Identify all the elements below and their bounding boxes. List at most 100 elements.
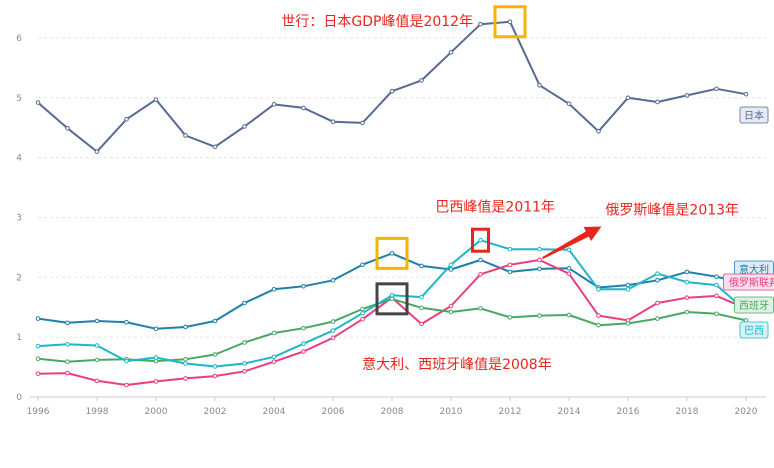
series-line-西班牙 <box>37 297 747 363</box>
data-point-日本 <box>419 78 424 83</box>
data-point-日本 <box>153 97 159 102</box>
data-point-巴西 <box>478 237 483 243</box>
data-point-俄罗斯联邦 <box>330 335 336 341</box>
series-tag-label: 俄罗斯联邦 <box>729 276 774 289</box>
y-tick-label: 0 <box>16 393 22 403</box>
data-point-西班牙 <box>684 309 690 315</box>
data-point-日本 <box>301 105 306 111</box>
data-point-意大利 <box>360 262 365 268</box>
data-point-意大利 <box>35 316 41 321</box>
data-point-俄罗斯联邦 <box>153 379 159 384</box>
data-point-意大利 <box>212 318 218 324</box>
data-point-俄罗斯联邦 <box>65 370 70 376</box>
data-point-意大利 <box>124 319 129 325</box>
data-point-巴西 <box>360 310 365 316</box>
data-point-巴西 <box>301 341 306 347</box>
data-point-日本 <box>65 125 70 131</box>
data-point-西班牙 <box>301 325 306 331</box>
data-point-巴西 <box>242 361 247 366</box>
data-point-日本 <box>35 100 41 105</box>
y-tick-label: 2 <box>16 273 22 283</box>
data-point-俄罗斯联邦 <box>566 271 572 277</box>
data-point-西班牙 <box>183 356 188 362</box>
series-tag-label: 西班牙 <box>739 300 769 312</box>
data-point-西班牙 <box>360 306 365 312</box>
x-tick-label: 2008 <box>381 407 404 417</box>
data-point-俄罗斯联邦 <box>212 373 218 379</box>
y-tick-label: 4 <box>16 154 22 164</box>
data-point-巴西 <box>684 279 690 285</box>
highlight-box <box>375 282 409 316</box>
data-point-俄罗斯联邦 <box>124 382 129 388</box>
data-point-日本 <box>360 120 365 126</box>
data-point-俄罗斯联邦 <box>242 368 247 374</box>
data-point-意大利 <box>566 266 572 271</box>
data-point-西班牙 <box>389 296 395 302</box>
annotation-text: 俄罗斯峰值是2013年 <box>605 202 739 218</box>
data-point-西班牙 <box>478 306 483 311</box>
data-point-西班牙 <box>507 315 513 320</box>
data-point-俄罗斯联邦 <box>301 349 306 354</box>
annotation-text: 世行：日本GDP峰值是2012年 <box>281 14 473 30</box>
series-line-意大利 <box>37 252 747 330</box>
x-tick-label: 1996 <box>27 407 50 417</box>
x-tick-label: 2010 <box>440 407 463 417</box>
data-point-日本 <box>271 102 277 107</box>
data-point-俄罗斯联邦 <box>478 272 483 277</box>
data-point-俄罗斯联邦 <box>419 321 424 327</box>
axes: 0 1 2 3 4 5 6 1996 1998 2000 2002 2004 2006 2008 2010 2… <box>16 34 766 417</box>
highlight-box <box>493 5 527 39</box>
data-point-西班牙 <box>330 319 336 324</box>
data-point-巴西 <box>65 342 70 347</box>
data-point-西班牙 <box>94 357 100 363</box>
data-point-巴西 <box>94 343 100 348</box>
data-point-俄罗斯联邦 <box>35 371 41 376</box>
grid <box>38 37 766 338</box>
data-point-俄罗斯联邦 <box>596 313 601 318</box>
annotation-text: 意大利、西班牙峰值是2008年 <box>362 356 552 373</box>
data-point-西班牙 <box>419 305 424 311</box>
data-point-巴西 <box>330 328 336 333</box>
data-point-日本 <box>94 149 100 154</box>
data-point-日本 <box>684 93 690 98</box>
data-point-巴西 <box>35 343 41 349</box>
annotation-text: 巴西峰值是2011年 <box>435 199 555 215</box>
x-tick-label: 2016 <box>617 407 640 417</box>
data-point-西班牙 <box>242 340 247 345</box>
data-point-西班牙 <box>65 359 70 364</box>
y-tick-label: 1 <box>16 333 22 343</box>
highlight-box <box>471 227 490 253</box>
data-point-西班牙 <box>212 352 218 357</box>
data-point-俄罗斯联邦 <box>537 257 542 263</box>
x-tick-label: 2012 <box>499 407 522 417</box>
data-point-日本 <box>212 144 218 150</box>
series-tag-俄罗斯联邦 <box>723 273 774 291</box>
data-point-西班牙 <box>596 322 601 328</box>
series-tag-日本 <box>739 106 769 124</box>
data-point-巴西 <box>507 246 513 252</box>
data-point-巴西 <box>596 286 601 292</box>
data-point-巴西 <box>537 246 542 252</box>
series-line-巴西 <box>37 239 747 368</box>
data-point-意大利 <box>65 320 70 326</box>
data-point-意大利 <box>301 283 306 289</box>
data-point-日本 <box>655 99 660 105</box>
data-point-俄罗斯联邦 <box>507 262 513 268</box>
data-point-俄罗斯联邦 <box>183 376 188 381</box>
data-point-日本 <box>566 101 572 107</box>
data-point-西班牙 <box>537 313 542 318</box>
data-point-日本 <box>537 82 542 88</box>
data-point-日本 <box>124 117 129 122</box>
data-point-意大利 <box>419 263 424 269</box>
x-tick-label: 2014 <box>558 407 581 417</box>
data-point-巴西 <box>714 282 719 288</box>
data-point-巴西 <box>655 271 660 277</box>
data-point-巴西 <box>183 361 188 366</box>
data-point-俄罗斯联邦 <box>94 378 100 384</box>
data-point-意大利 <box>330 278 336 283</box>
data-point-西班牙 <box>625 321 631 326</box>
data-point-西班牙 <box>566 312 572 318</box>
